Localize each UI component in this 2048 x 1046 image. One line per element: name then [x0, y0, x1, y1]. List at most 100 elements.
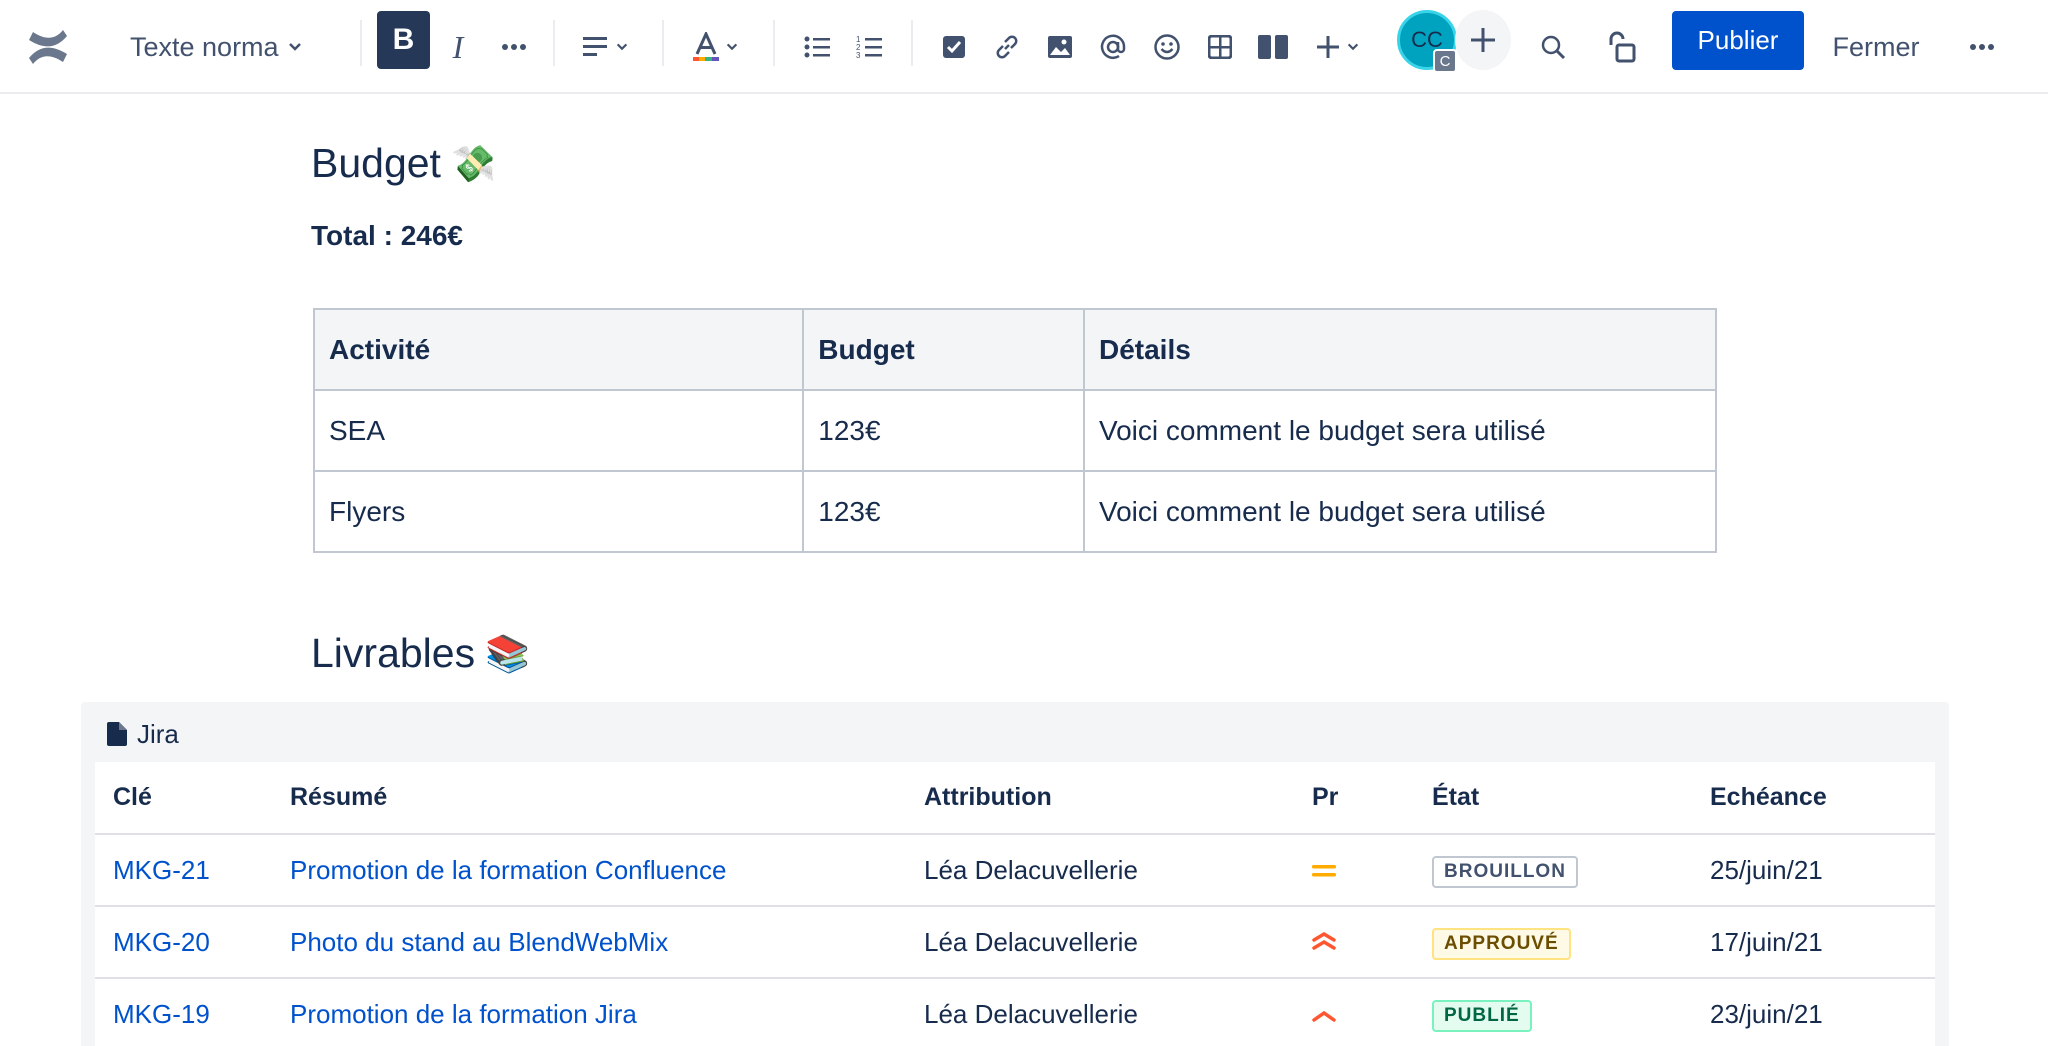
table-row: SEA 123€ Voici comment le budget sera ut…	[312, 389, 1718, 472]
budget-heading-text: Budget	[311, 140, 441, 186]
link-button[interactable]	[987, 0, 1027, 94]
text-style-label: Texte norma	[130, 31, 279, 62]
text-color-dropdown[interactable]	[688, 0, 744, 94]
issue-priority	[1294, 906, 1414, 979]
svg-text:2: 2	[856, 43, 861, 52]
issue-summary-link[interactable]: Photo du stand au BlendWebMix	[290, 926, 669, 957]
emoji-icon	[1154, 34, 1180, 60]
priority-high-icon	[1312, 1010, 1336, 1022]
issue-due-date: 17/juin/21	[1692, 906, 1935, 979]
issue-assignee: Léa Delacuvellerie	[906, 834, 1294, 907]
column-header-priority[interactable]: Pr	[1294, 762, 1414, 835]
column-header-key[interactable]: Clé	[95, 762, 272, 835]
search-button[interactable]	[1533, 0, 1573, 94]
cell-activity[interactable]: Flyers	[312, 470, 805, 553]
close-button[interactable]: Fermer	[1832, 31, 1920, 62]
budget-total: Total : 246€	[311, 220, 463, 251]
chevron-down-icon	[616, 43, 628, 51]
more-icon	[1970, 44, 1994, 50]
issue-summary-link[interactable]: Promotion de la formation Confluence	[290, 854, 727, 885]
column-header-activity[interactable]: Activité	[312, 308, 805, 391]
table-header-row: Clé Résumé Attribution Pr État Echéance	[95, 762, 1935, 835]
emoji-button[interactable]	[1147, 0, 1187, 94]
books-emoji-icon: 📚	[485, 632, 530, 674]
publish-button[interactable]: Publier	[1672, 11, 1804, 70]
cell-details[interactable]: Voici comment le budget sera utilisé	[1082, 470, 1718, 553]
avatar-badge: C	[1433, 49, 1457, 73]
toolbar-divider	[662, 20, 664, 66]
chevron-down-icon	[288, 43, 301, 51]
toolbar-divider	[553, 20, 555, 66]
align-left-icon	[583, 37, 607, 56]
more-icon	[502, 44, 526, 50]
text-style-dropdown[interactable]: Texte norma	[130, 0, 320, 94]
table-row: Flyers 123€ Voici comment le budget sera…	[312, 470, 1718, 553]
chevron-down-icon	[726, 43, 738, 51]
more-options-button[interactable]	[1962, 0, 2002, 94]
invite-collaborator-button[interactable]	[1455, 10, 1511, 70]
bullet-list-button[interactable]	[797, 0, 837, 94]
issue-priority	[1294, 978, 1414, 1046]
plus-icon	[1317, 36, 1339, 58]
insert-more-dropdown[interactable]	[1310, 0, 1366, 94]
budget-heading: Budget 💸	[311, 140, 496, 187]
unlock-icon	[1609, 31, 1636, 63]
issue-key-link[interactable]: MKG-20	[113, 926, 210, 957]
cell-budget[interactable]: 123€	[802, 470, 1085, 553]
jira-macro-header: Jira	[107, 716, 179, 752]
priority-medium-icon	[1312, 864, 1336, 876]
jira-issues-table: Clé Résumé Attribution Pr État Echéance …	[95, 762, 1935, 1046]
document-icon	[107, 722, 127, 746]
priority-highest-icon	[1312, 931, 1336, 950]
issue-due-date: 23/juin/21	[1692, 978, 1935, 1046]
column-header-summary[interactable]: Résumé	[272, 762, 906, 835]
layout-button[interactable]	[1253, 0, 1293, 94]
column-header-due[interactable]: Echéance	[1692, 762, 1935, 835]
column-header-details[interactable]: Détails	[1082, 308, 1718, 391]
table-header-row: Activité Budget Détails	[312, 308, 1718, 391]
money-emoji-icon: 💸	[450, 142, 496, 184]
more-formatting-button[interactable]	[496, 0, 532, 94]
italic-button[interactable]: I	[452, 28, 464, 65]
status-badge: APPROUVÉ	[1432, 927, 1571, 960]
plus-icon	[1471, 28, 1495, 52]
issue-key-link[interactable]: MKG-21	[113, 854, 210, 885]
table-row: MKG-21 Promotion de la formation Conflue…	[95, 834, 1935, 907]
table-button[interactable]	[1200, 0, 1240, 94]
status-badge: PUBLIÉ	[1432, 999, 1532, 1032]
text-color-icon	[693, 32, 719, 61]
mention-button[interactable]	[1093, 0, 1133, 94]
bullet-list-icon	[804, 36, 830, 58]
cell-budget[interactable]: 123€	[802, 389, 1085, 472]
jira-table-container: Clé Résumé Attribution Pr État Echéance …	[95, 762, 1935, 1046]
confluence-logo-icon[interactable]	[20, 0, 76, 94]
columns-layout-icon	[1258, 35, 1288, 59]
image-button[interactable]	[1040, 0, 1080, 94]
jira-macro[interactable]: Jira Clé Résumé Attribution Pr État Eché…	[81, 702, 1949, 1046]
image-icon	[1048, 36, 1072, 58]
alignment-dropdown[interactable]	[578, 0, 634, 94]
issue-due-date: 25/juin/21	[1692, 834, 1935, 907]
table-row: MKG-19 Promotion de la formation Jira Lé…	[95, 978, 1935, 1046]
column-header-status[interactable]: État	[1414, 762, 1692, 835]
bold-button[interactable]: B	[377, 11, 430, 69]
svg-text:1: 1	[856, 35, 861, 44]
svg-text:3: 3	[856, 51, 861, 59]
issue-key-link[interactable]: MKG-19	[113, 998, 210, 1029]
toolbar-divider	[911, 20, 913, 66]
checkbox-icon	[943, 36, 965, 58]
livrables-heading: Livrables 📚	[311, 630, 530, 677]
column-header-budget[interactable]: Budget	[802, 308, 1085, 391]
toolbar-divider	[360, 20, 362, 66]
toolbar-divider	[773, 20, 775, 66]
search-icon	[1541, 35, 1566, 60]
issue-summary-link[interactable]: Promotion de la formation Jira	[290, 998, 637, 1029]
column-header-assignee[interactable]: Attribution	[906, 762, 1294, 835]
at-sign-icon	[1100, 34, 1126, 59]
task-button[interactable]	[934, 0, 974, 94]
cell-activity[interactable]: SEA	[312, 389, 805, 472]
restrictions-button[interactable]	[1600, 0, 1642, 94]
cell-details[interactable]: Voici comment le budget sera utilisé	[1082, 389, 1718, 472]
